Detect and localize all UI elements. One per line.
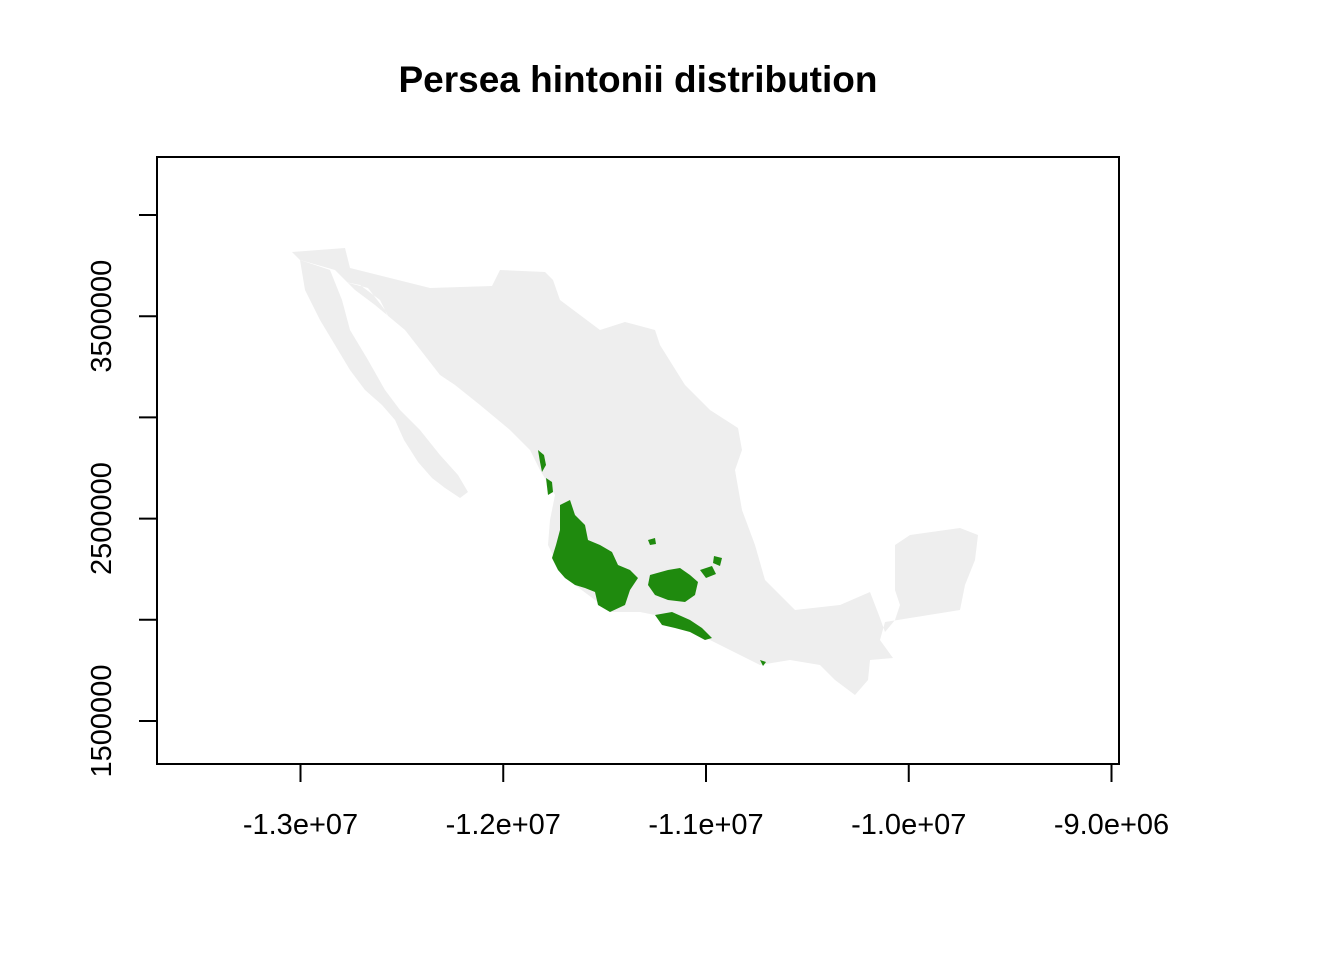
y-tick-label: 2500000 <box>86 462 118 575</box>
distribution-patch <box>760 660 766 666</box>
x-tick-label: -1.1e+07 <box>648 809 763 841</box>
baja-california <box>300 260 468 498</box>
distribution-patch <box>713 556 722 566</box>
x-tick-label: -1.0e+07 <box>851 809 966 841</box>
x-tick-label: -9.0e+06 <box>1054 809 1169 841</box>
x-axis: -1.3e+07 -1.2e+07 -1.1e+07 -1.0e+07 -9.0e+06 <box>243 763 1169 841</box>
distribution-patch <box>538 450 546 472</box>
distribution-patch <box>648 568 698 602</box>
mexico-landmass <box>292 248 978 695</box>
x-tick-label: -1.2e+07 <box>446 809 561 841</box>
distribution-patch <box>700 566 716 578</box>
distribution-patch <box>655 612 712 640</box>
distribution-patch <box>546 478 553 495</box>
gulf-of-california <box>345 282 490 455</box>
distribution-patch <box>648 538 656 545</box>
y-tick-label: 3500000 <box>86 260 118 373</box>
y-tick-label: 1500000 <box>86 665 118 778</box>
y-axis: 1500000 2500000 3500000 <box>86 214 158 778</box>
distribution-layer <box>538 450 766 666</box>
x-tick-label: -1.3e+07 <box>243 809 358 841</box>
plot-title: Persea hintonii distribution <box>399 59 878 100</box>
distribution-patch <box>552 500 638 612</box>
